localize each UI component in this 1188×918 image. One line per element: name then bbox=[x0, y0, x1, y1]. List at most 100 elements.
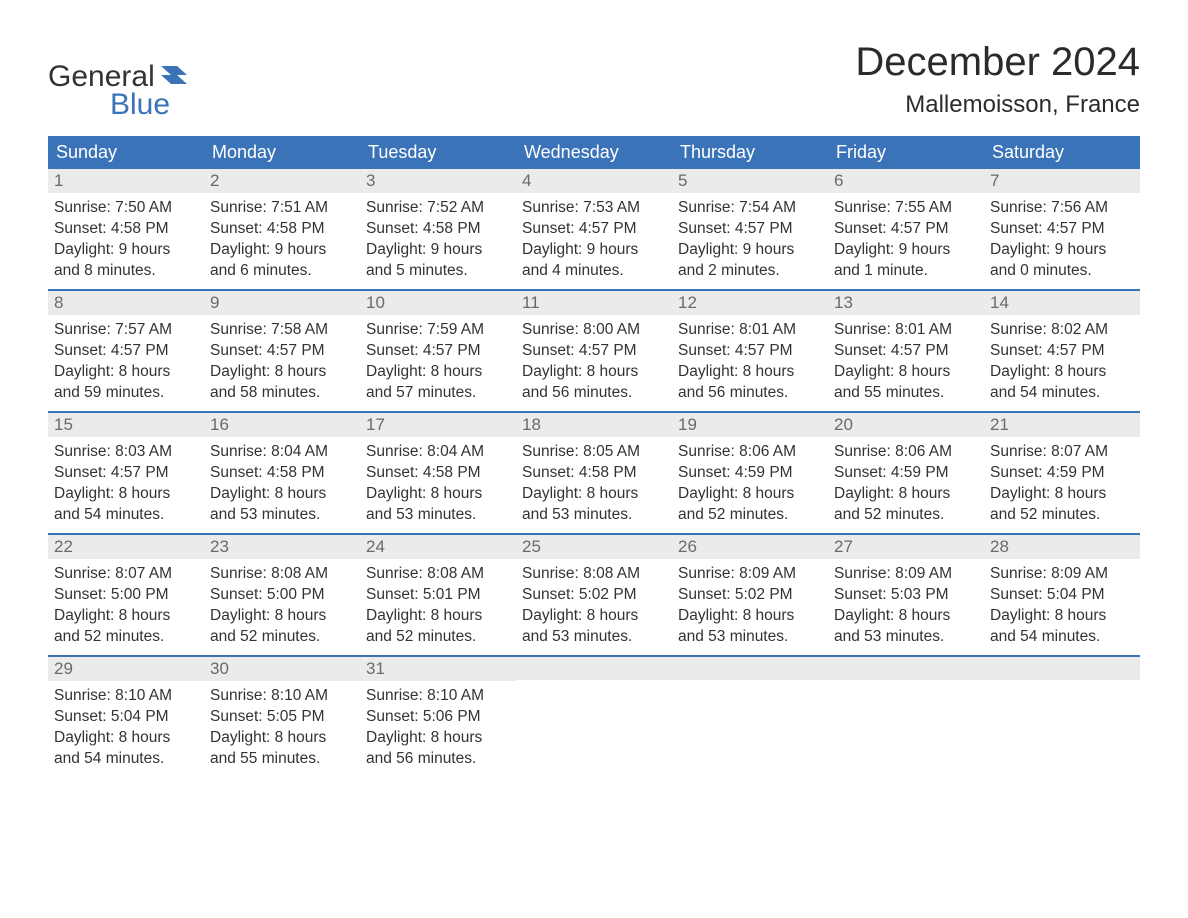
sunrise-line: Sunrise: 8:10 AM bbox=[210, 686, 354, 707]
weekday-header: Friday bbox=[828, 136, 984, 169]
day-cell: 20Sunrise: 8:06 AMSunset: 4:59 PMDayligh… bbox=[828, 413, 984, 533]
sunset-line: Sunset: 5:05 PM bbox=[210, 707, 354, 728]
day-details: Sunrise: 8:09 AMSunset: 5:03 PMDaylight:… bbox=[828, 559, 984, 652]
sunset-line: Sunset: 4:57 PM bbox=[678, 341, 822, 362]
sunrise-line: Sunrise: 7:59 AM bbox=[366, 320, 510, 341]
day-cell: 1Sunrise: 7:50 AMSunset: 4:58 PMDaylight… bbox=[48, 169, 204, 289]
title-block: December 2024 Mallemoisson, France bbox=[855, 40, 1140, 119]
daylight-line: Daylight: 8 hours and 54 minutes. bbox=[990, 606, 1134, 648]
day-details: Sunrise: 7:59 AMSunset: 4:57 PMDaylight:… bbox=[360, 315, 516, 408]
sunset-line: Sunset: 5:04 PM bbox=[990, 585, 1134, 606]
sunset-line: Sunset: 5:02 PM bbox=[522, 585, 666, 606]
day-cell: 21Sunrise: 8:07 AMSunset: 4:59 PMDayligh… bbox=[984, 413, 1140, 533]
sunset-line: Sunset: 4:59 PM bbox=[678, 463, 822, 484]
sunrise-line: Sunrise: 7:57 AM bbox=[54, 320, 198, 341]
day-cell: 5Sunrise: 7:54 AMSunset: 4:57 PMDaylight… bbox=[672, 169, 828, 289]
daylight-line: Daylight: 8 hours and 56 minutes. bbox=[366, 728, 510, 770]
daylight-line: Daylight: 9 hours and 6 minutes. bbox=[210, 240, 354, 282]
day-details: Sunrise: 8:01 AMSunset: 4:57 PMDaylight:… bbox=[828, 315, 984, 408]
day-cell: 18Sunrise: 8:05 AMSunset: 4:58 PMDayligh… bbox=[516, 413, 672, 533]
daylight-line: Daylight: 8 hours and 59 minutes. bbox=[54, 362, 198, 404]
location-subtitle: Mallemoisson, France bbox=[855, 91, 1140, 119]
day-details: Sunrise: 8:00 AMSunset: 4:57 PMDaylight:… bbox=[516, 315, 672, 408]
day-number: 1 bbox=[48, 169, 204, 193]
day-number: 30 bbox=[204, 657, 360, 681]
day-details: Sunrise: 7:52 AMSunset: 4:58 PMDaylight:… bbox=[360, 193, 516, 286]
day-number: 27 bbox=[828, 535, 984, 559]
day-number: 9 bbox=[204, 291, 360, 315]
day-cell: 24Sunrise: 8:08 AMSunset: 5:01 PMDayligh… bbox=[360, 535, 516, 655]
day-number: 26 bbox=[672, 535, 828, 559]
daylight-line: Daylight: 8 hours and 52 minutes. bbox=[54, 606, 198, 648]
day-cell: 12Sunrise: 8:01 AMSunset: 4:57 PMDayligh… bbox=[672, 291, 828, 411]
sunset-line: Sunset: 4:57 PM bbox=[210, 341, 354, 362]
daylight-line: Daylight: 9 hours and 4 minutes. bbox=[522, 240, 666, 282]
day-details: Sunrise: 8:03 AMSunset: 4:57 PMDaylight:… bbox=[48, 437, 204, 530]
sunrise-line: Sunrise: 7:58 AM bbox=[210, 320, 354, 341]
day-number: 31 bbox=[360, 657, 516, 681]
daylight-line: Daylight: 8 hours and 53 minutes. bbox=[210, 484, 354, 526]
daylight-line: Daylight: 8 hours and 52 minutes. bbox=[678, 484, 822, 526]
sunset-line: Sunset: 4:57 PM bbox=[990, 219, 1134, 240]
daylight-line: Daylight: 8 hours and 52 minutes. bbox=[834, 484, 978, 526]
day-number: 11 bbox=[516, 291, 672, 315]
day-number: 20 bbox=[828, 413, 984, 437]
day-details: Sunrise: 7:54 AMSunset: 4:57 PMDaylight:… bbox=[672, 193, 828, 286]
day-number: 4 bbox=[516, 169, 672, 193]
day-number: 24 bbox=[360, 535, 516, 559]
weekday-header: Saturday bbox=[984, 136, 1140, 169]
calendar: Sunday Monday Tuesday Wednesday Thursday… bbox=[48, 136, 1140, 777]
day-cell: 9Sunrise: 7:58 AMSunset: 4:57 PMDaylight… bbox=[204, 291, 360, 411]
day-details: Sunrise: 8:10 AMSunset: 5:05 PMDaylight:… bbox=[204, 681, 360, 774]
day-cell: 11Sunrise: 8:00 AMSunset: 4:57 PMDayligh… bbox=[516, 291, 672, 411]
day-details: Sunrise: 8:09 AMSunset: 5:02 PMDaylight:… bbox=[672, 559, 828, 652]
day-cell: 31Sunrise: 8:10 AMSunset: 5:06 PMDayligh… bbox=[360, 657, 516, 777]
day-cell: 15Sunrise: 8:03 AMSunset: 4:57 PMDayligh… bbox=[48, 413, 204, 533]
day-details: Sunrise: 8:04 AMSunset: 4:58 PMDaylight:… bbox=[204, 437, 360, 530]
sunrise-line: Sunrise: 7:53 AM bbox=[522, 198, 666, 219]
daylight-line: Daylight: 8 hours and 56 minutes. bbox=[678, 362, 822, 404]
daylight-line: Daylight: 8 hours and 54 minutes. bbox=[54, 484, 198, 526]
sunrise-line: Sunrise: 7:54 AM bbox=[678, 198, 822, 219]
day-cell: 2Sunrise: 7:51 AMSunset: 4:58 PMDaylight… bbox=[204, 169, 360, 289]
day-cell: 29Sunrise: 8:10 AMSunset: 5:04 PMDayligh… bbox=[48, 657, 204, 777]
day-details: Sunrise: 8:02 AMSunset: 4:57 PMDaylight:… bbox=[984, 315, 1140, 408]
day-cell: 25Sunrise: 8:08 AMSunset: 5:02 PMDayligh… bbox=[516, 535, 672, 655]
daylight-line: Daylight: 9 hours and 0 minutes. bbox=[990, 240, 1134, 282]
day-details: Sunrise: 8:10 AMSunset: 5:04 PMDaylight:… bbox=[48, 681, 204, 774]
day-details: Sunrise: 7:53 AMSunset: 4:57 PMDaylight:… bbox=[516, 193, 672, 286]
sunset-line: Sunset: 4:57 PM bbox=[990, 341, 1134, 362]
week-row: 29Sunrise: 8:10 AMSunset: 5:04 PMDayligh… bbox=[48, 655, 1140, 777]
sunset-line: Sunset: 5:00 PM bbox=[210, 585, 354, 606]
sunset-line: Sunset: 4:57 PM bbox=[366, 341, 510, 362]
daylight-line: Daylight: 9 hours and 8 minutes. bbox=[54, 240, 198, 282]
week-row: 1Sunrise: 7:50 AMSunset: 4:58 PMDaylight… bbox=[48, 169, 1140, 289]
day-details: Sunrise: 8:07 AMSunset: 4:59 PMDaylight:… bbox=[984, 437, 1140, 530]
sunset-line: Sunset: 4:57 PM bbox=[54, 341, 198, 362]
day-cell bbox=[984, 657, 1140, 777]
sunset-line: Sunset: 4:57 PM bbox=[834, 341, 978, 362]
day-details: Sunrise: 8:08 AMSunset: 5:02 PMDaylight:… bbox=[516, 559, 672, 652]
day-details: Sunrise: 8:10 AMSunset: 5:06 PMDaylight:… bbox=[360, 681, 516, 774]
sunrise-line: Sunrise: 8:09 AM bbox=[834, 564, 978, 585]
day-details: Sunrise: 8:04 AMSunset: 4:58 PMDaylight:… bbox=[360, 437, 516, 530]
empty-day-bar bbox=[984, 657, 1140, 680]
day-number: 25 bbox=[516, 535, 672, 559]
sunset-line: Sunset: 4:57 PM bbox=[54, 463, 198, 484]
day-number: 22 bbox=[48, 535, 204, 559]
day-cell: 16Sunrise: 8:04 AMSunset: 4:58 PMDayligh… bbox=[204, 413, 360, 533]
sunrise-line: Sunrise: 8:03 AM bbox=[54, 442, 198, 463]
daylight-line: Daylight: 9 hours and 2 minutes. bbox=[678, 240, 822, 282]
day-cell: 19Sunrise: 8:06 AMSunset: 4:59 PMDayligh… bbox=[672, 413, 828, 533]
sunrise-line: Sunrise: 7:56 AM bbox=[990, 198, 1134, 219]
logo: General Blue bbox=[48, 40, 187, 122]
daylight-line: Daylight: 8 hours and 57 minutes. bbox=[366, 362, 510, 404]
day-number: 14 bbox=[984, 291, 1140, 315]
weekday-header-row: Sunday Monday Tuesday Wednesday Thursday… bbox=[48, 136, 1140, 169]
page-title: December 2024 bbox=[855, 40, 1140, 85]
daylight-line: Daylight: 8 hours and 54 minutes. bbox=[990, 362, 1134, 404]
daylight-line: Daylight: 8 hours and 53 minutes. bbox=[522, 484, 666, 526]
sunrise-line: Sunrise: 8:01 AM bbox=[834, 320, 978, 341]
weeks-container: 1Sunrise: 7:50 AMSunset: 4:58 PMDaylight… bbox=[48, 169, 1140, 777]
daylight-line: Daylight: 8 hours and 56 minutes. bbox=[522, 362, 666, 404]
